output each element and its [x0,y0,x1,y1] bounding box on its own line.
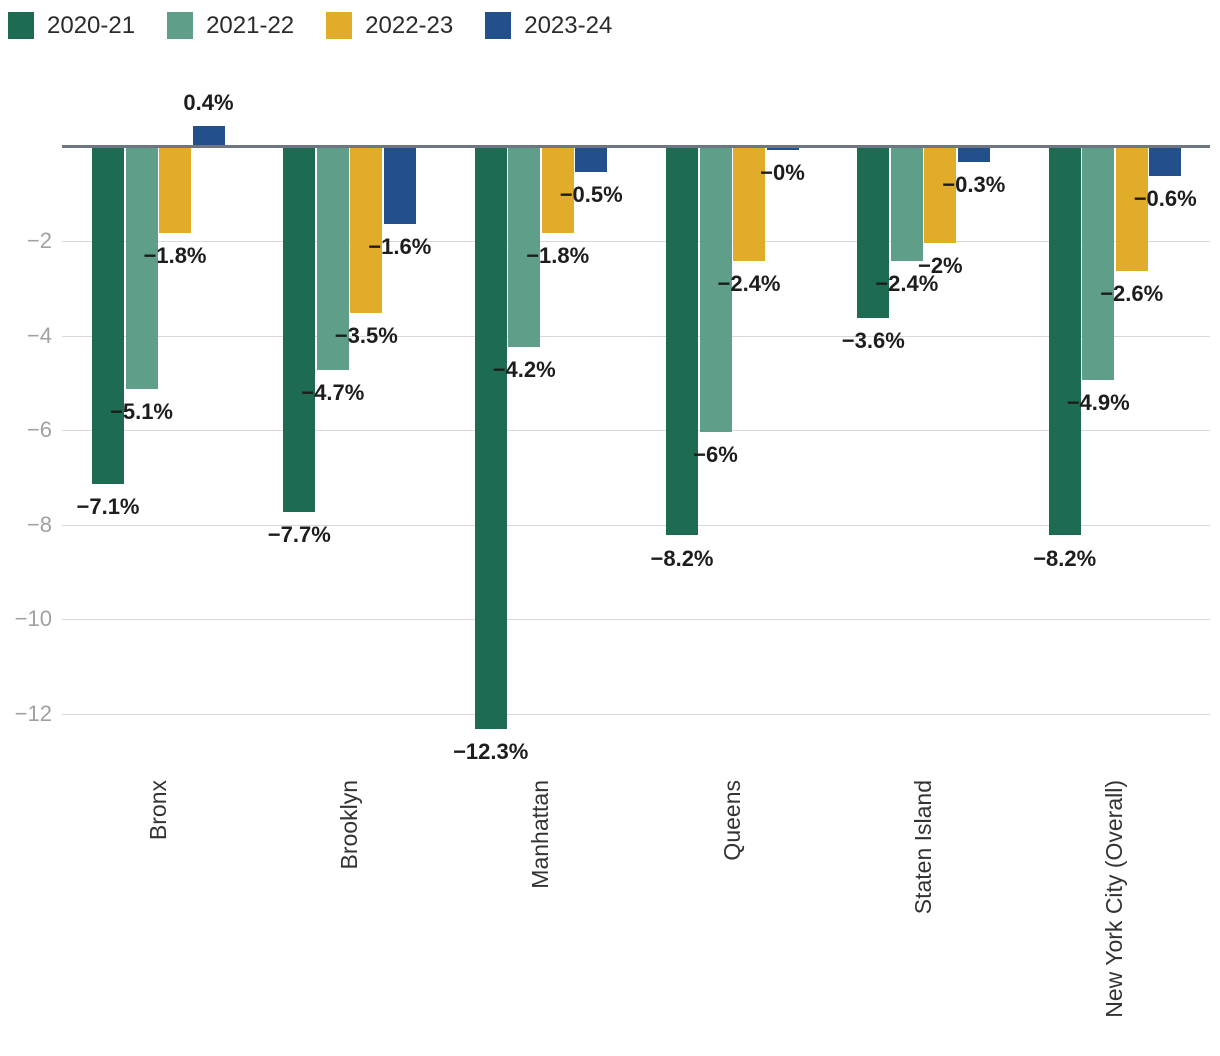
bar [699,148,732,432]
value-label: −6% [693,441,738,467]
bar [125,148,158,389]
y-tick-label: −4 [26,323,52,348]
legend-item: 2023-24 [485,12,612,39]
bar [541,148,574,233]
value-label: −0% [760,159,805,185]
value-label: −2.4% [717,271,781,297]
legend-item: 2022-23 [326,12,453,39]
bar [1149,148,1182,177]
value-label: −4.7% [301,380,365,406]
bar [890,148,923,262]
gridline [62,430,1210,431]
gridline [62,525,1210,526]
legend-label: 2023-24 [524,12,613,39]
bar [192,126,225,145]
legend-swatch-icon [167,12,194,39]
bar [474,148,507,730]
value-label: −1.6% [368,233,432,259]
y-tick-label: −8 [26,512,52,537]
category-label: Staten Island [910,780,936,915]
value-label: −5.1% [110,399,173,424]
y-tick-label: −12 [14,701,52,726]
gridline [62,241,1210,242]
bar [1115,148,1148,271]
value-label: −0.5% [559,181,623,207]
value-label: 0.4% [183,90,234,116]
y-tick-label: −6 [26,417,52,442]
y-tick-label: −2 [26,228,52,253]
value-label: −4.9% [1066,389,1130,415]
value-label: −12.3% [453,739,529,765]
value-label: −1.8% [143,243,207,269]
value-label: −3.5% [334,323,398,349]
bar [316,148,349,371]
gridline [62,619,1210,620]
bar [283,148,316,512]
bar [383,148,416,224]
value-label: −4.2% [492,356,556,382]
category-label: Queens [718,780,745,861]
bar [1048,148,1081,536]
value-label: −1.8% [526,243,590,269]
value-label: −7.1% [76,493,140,519]
value-label: −3.6% [841,328,905,354]
category-label: Brooklyn [336,780,362,870]
category-label: New York City (Overall) [1101,780,1128,1018]
zero-line [62,145,1210,148]
gridline [62,336,1210,337]
legend-swatch-icon [485,12,512,39]
value-label: −7.7% [267,521,331,547]
value-label: −2.6% [1100,280,1164,306]
bar [733,148,765,262]
bar [766,148,799,150]
legend-swatch-icon [326,12,353,39]
legend-label: 2022-23 [365,12,454,39]
bar [957,148,990,163]
value-label: −2.4% [875,271,939,297]
legend-item: 2021-22 [167,12,294,39]
gridline [62,714,1210,715]
bar [857,148,890,319]
legend-item: 2020-21 [8,12,135,39]
value-label: −8.2% [1033,545,1097,571]
y-tick-label: −10 [14,606,52,631]
bar [1082,148,1115,380]
bar [508,148,541,347]
value-label: −0.3% [942,172,1006,198]
value-label: −0.6% [1133,186,1197,212]
bar [666,148,698,536]
value-label: −8.2% [650,545,714,571]
legend-swatch-icon [8,12,34,39]
bar [159,148,191,233]
legend-label: 2020-21 [47,12,136,39]
legend: 2020-21 2021-22 2022-23 2023-24 [8,12,612,39]
legend-label: 2021-22 [206,12,295,39]
category-label: Bronx [144,780,171,841]
bar [92,148,124,484]
value-label: −2% [917,252,963,278]
bar [350,148,383,314]
bar [924,148,957,243]
bar [575,148,608,172]
category-label: Manhattan [527,780,554,889]
